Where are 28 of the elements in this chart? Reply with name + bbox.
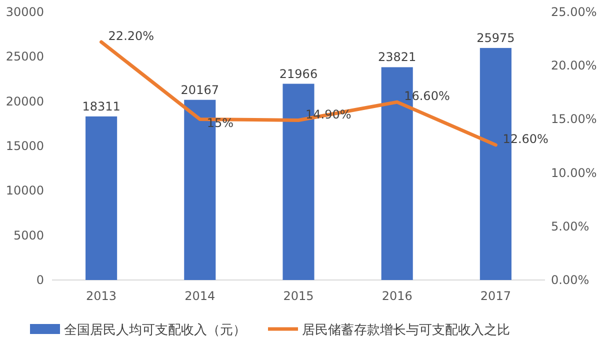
bar [86,116,118,280]
x-tick-label: 2014 [184,289,216,303]
data-label: 22.20% [108,29,154,44]
y-tick-label: 0 [36,273,44,287]
y2-tick-label: 0.00% [551,273,590,287]
x-tick-label: 2017 [480,289,511,303]
y-tick-label: 30000 [6,5,44,19]
data-label: 21966 [279,66,318,81]
y2-tick-label: 25.00% [551,5,597,19]
data-label: 18311 [82,99,120,114]
x-tick-label: 2016 [382,289,412,303]
y-tick-label: 15000 [6,139,44,153]
y2-tick-label: 5.00% [551,219,590,234]
data-label: 14.90% [306,107,352,122]
legend-label: 居民储蓄存款增长与可支配收入之比 [302,323,510,338]
y-tick-label: 25000 [6,50,44,64]
legend-label: 全国居民人均可支配收入（元） [64,323,246,338]
y-tick-label: 20000 [6,94,44,108]
y-tick-label: 5000 [13,228,44,242]
y2-tick-label: 15.00% [551,112,597,126]
y2-tick-label: 20.00% [551,58,597,73]
data-label: 20167 [180,82,219,97]
y-tick-label: 10000 [6,184,44,198]
y2-tick-label: 10.00% [551,166,597,180]
data-label: 23821 [378,50,416,64]
x-tick-label: 2013 [86,289,117,303]
data-label: 25975 [476,30,515,45]
x-tick-label: 2015 [283,289,314,303]
